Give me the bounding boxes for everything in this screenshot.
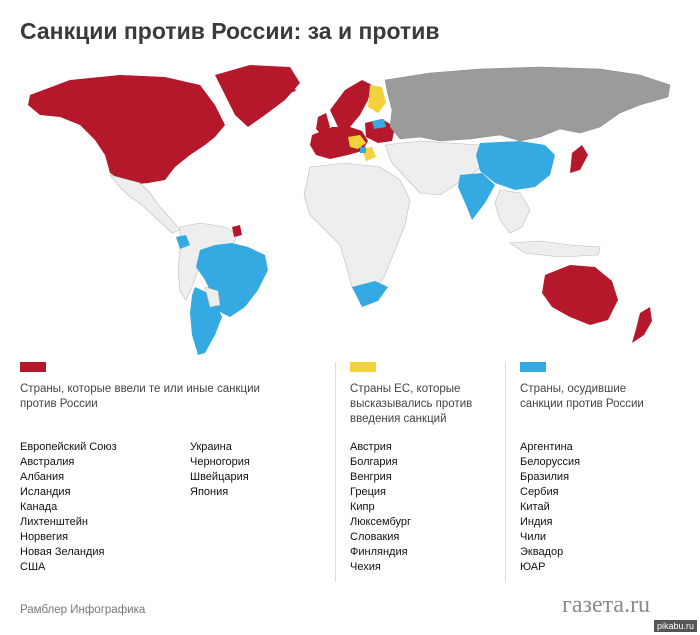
country-item: Бразилия bbox=[520, 471, 570, 483]
india bbox=[458, 173, 495, 220]
country-item: Чили bbox=[520, 531, 547, 543]
legend-swatch-yellow bbox=[350, 362, 376, 372]
legend-swatch-red bbox=[20, 362, 46, 372]
pikabu-watermark: pikabu.ru bbox=[653, 620, 697, 632]
page-title: Санкции против России: за и против bbox=[20, 18, 440, 44]
country-item: Словакия bbox=[350, 531, 400, 543]
country-item: Белоруссия bbox=[520, 456, 581, 468]
legend-sanctions: Страны, которые ввели те или иные санкци… bbox=[20, 362, 320, 412]
ecuador bbox=[176, 235, 190, 249]
southeast-asia bbox=[494, 189, 531, 234]
south-africa bbox=[352, 281, 388, 307]
country-item: Эквадор bbox=[520, 546, 564, 558]
country-item: Австрия bbox=[350, 441, 392, 453]
country-item: Европейский Союз bbox=[20, 441, 117, 453]
country-item: Люксембург bbox=[350, 516, 412, 528]
africa bbox=[303, 162, 411, 302]
central-europe-against bbox=[348, 135, 366, 149]
sanctions-list-col2: Украина Черногория Швейцария Япония bbox=[190, 440, 250, 500]
country-item: Венгрия bbox=[350, 471, 392, 483]
country-item: Черногория bbox=[190, 456, 250, 468]
country-item: Болгария bbox=[350, 456, 398, 468]
world-map bbox=[28, 65, 671, 355]
country-item: Лихтенштейн bbox=[20, 516, 88, 528]
legend-eu-against: Страны ЕС, которые высказывались против … bbox=[350, 362, 500, 427]
country-item: Аргентина bbox=[520, 441, 573, 453]
greenland bbox=[215, 65, 300, 127]
sanctions-list-col1: Европейский Союз Австралия Албания Исландия… bbox=[20, 440, 117, 575]
legend-condemned: Страны, осудившие санкции против России bbox=[520, 362, 680, 412]
country-item: США bbox=[20, 561, 46, 573]
eu-against-list: Австрия Болгария Венгрия Греция Кипр Люксембу… bbox=[350, 440, 411, 575]
country-item: Исландия bbox=[20, 486, 71, 498]
country-item: Греция bbox=[350, 486, 386, 498]
belarus bbox=[372, 119, 386, 129]
western-europe bbox=[310, 127, 368, 159]
australia bbox=[542, 265, 618, 325]
country-item: Албания bbox=[20, 471, 65, 483]
legend-swatch-blue bbox=[520, 362, 546, 372]
country-item: Канада bbox=[20, 501, 58, 513]
country-item: Швейцария bbox=[190, 471, 249, 483]
legend-label-eu-against: Страны ЕС, которые высказывались против … bbox=[350, 383, 473, 425]
condemned-list: Аргентина Белоруссия Бразилия Сербия Китай Ин… bbox=[520, 440, 580, 575]
central-america bbox=[109, 174, 181, 234]
divider bbox=[335, 362, 336, 582]
indonesia bbox=[509, 240, 601, 258]
new-zealand bbox=[632, 307, 652, 343]
legend-label-condemned: Страны, осудившие санкции против России bbox=[520, 383, 644, 410]
paraguay bbox=[204, 286, 221, 308]
serbia bbox=[360, 147, 366, 153]
russia bbox=[384, 66, 671, 142]
china bbox=[476, 141, 555, 190]
french-guiana bbox=[232, 225, 242, 237]
divider bbox=[505, 362, 506, 582]
country-item: Япония bbox=[190, 486, 229, 498]
legend-label-sanctions: Страны, которые ввели те или иные санкци… bbox=[20, 383, 260, 410]
japan bbox=[570, 145, 588, 173]
country-item: Индия bbox=[520, 516, 553, 528]
country-item: Австралия bbox=[20, 456, 75, 468]
country-item: Финляндия bbox=[350, 546, 408, 558]
country-item: Китай bbox=[520, 501, 550, 513]
source-credit: Рамблер Инфографика bbox=[20, 604, 146, 616]
country-item: Новая Зеландия bbox=[20, 546, 105, 558]
iceland bbox=[275, 83, 296, 95]
eastern-europe bbox=[365, 119, 395, 143]
country-item: Чехия bbox=[350, 561, 381, 573]
country-item: Украина bbox=[190, 441, 232, 453]
scandinavia bbox=[330, 80, 372, 127]
country-item: Кипр bbox=[350, 501, 375, 513]
country-item: ЮАР bbox=[520, 561, 546, 573]
country-item: Сербия bbox=[520, 486, 559, 498]
country-item: Норвегия bbox=[20, 531, 69, 543]
finland bbox=[368, 85, 386, 113]
north-america bbox=[28, 75, 225, 185]
gazeta-logo: газета.ru bbox=[562, 592, 651, 618]
